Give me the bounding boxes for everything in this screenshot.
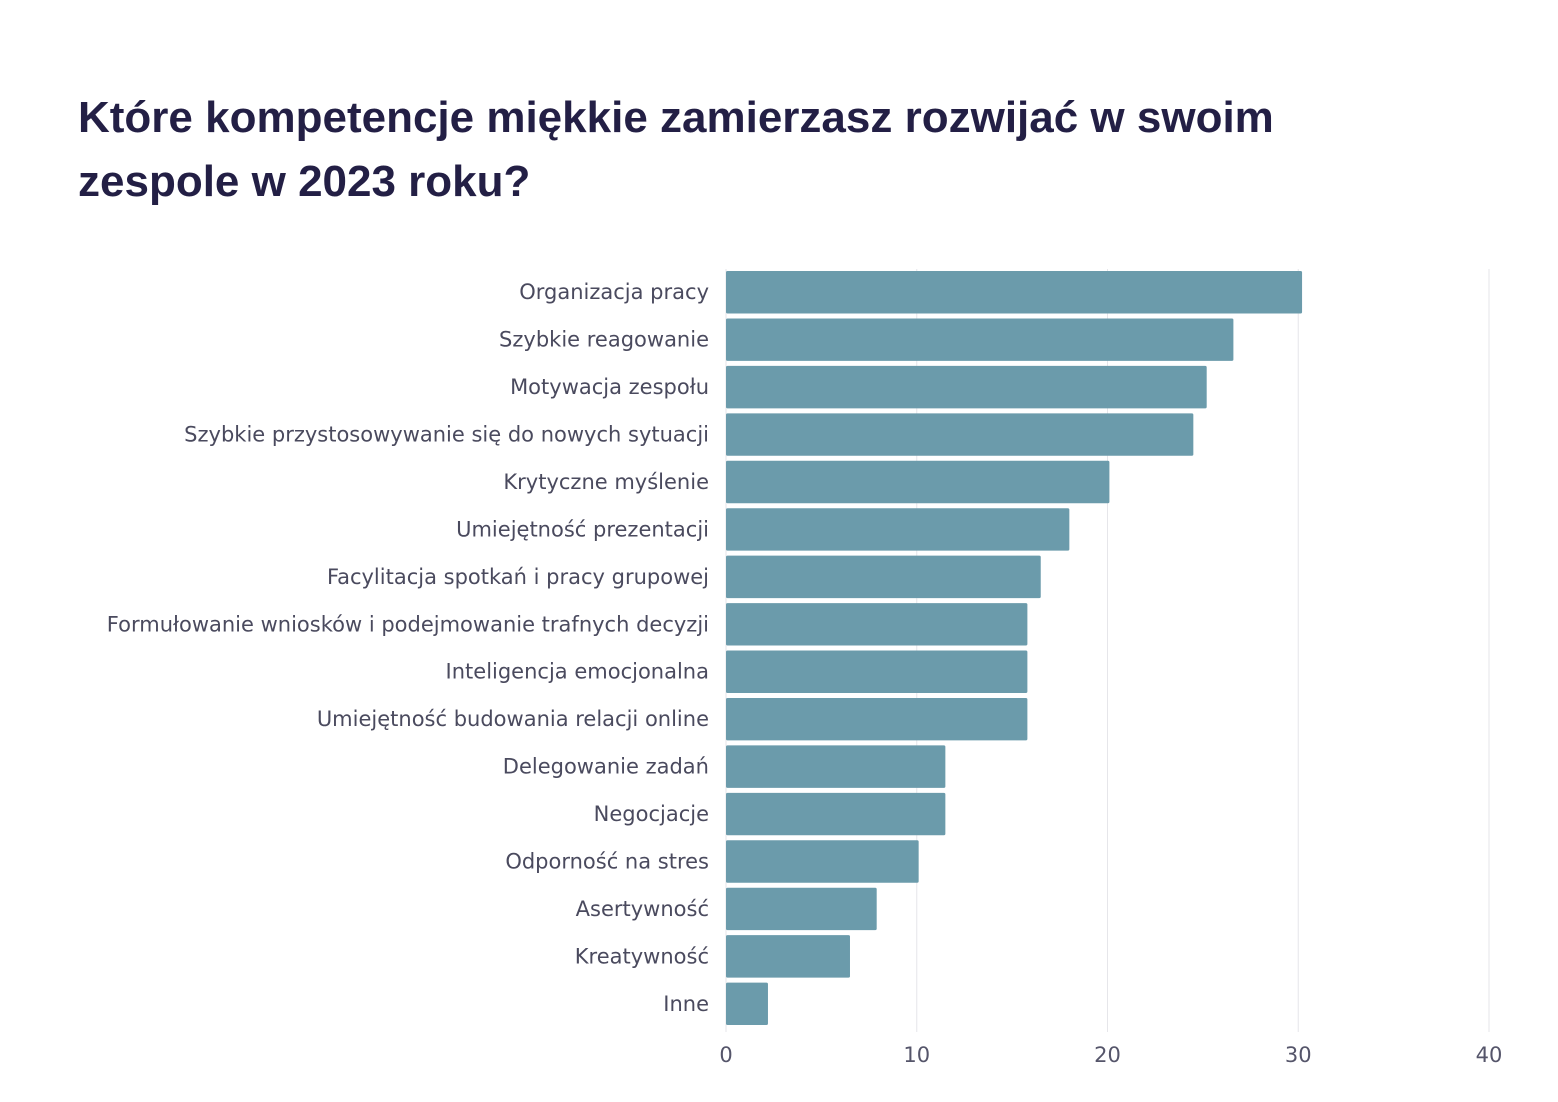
bar [726,935,850,978]
x-tick-label: 20 [1094,1043,1121,1067]
bar [726,982,768,1025]
category-label: Inteligencja emocjonalna [446,660,709,684]
category-label: Krytyczne myślenie [503,470,709,494]
x-tick-label: 10 [903,1043,930,1067]
bar [726,460,1110,504]
category-label: Umiejętność prezentacji [456,517,709,541]
category-label: Formułowanie wniosków i podejmowanie tra… [107,612,709,636]
category-label: Delegowanie zadań [503,755,709,779]
category-label: Kreatywność [575,944,709,968]
x-tick-label: 30 [1285,1043,1312,1067]
x-tick-label: 0 [719,1043,732,1067]
category-label: Motywacja zespołu [510,375,709,399]
bar [726,697,1028,741]
bar [726,745,946,788]
category-label: Inne [663,992,709,1016]
bar [726,271,1303,314]
category-label: Umiejętność budowania relacji online [317,707,709,731]
bar [726,603,1028,646]
bar [726,555,1041,599]
bar [726,887,877,931]
category-label: Negocjacje [594,802,709,826]
bar [726,650,1028,693]
category-label: Szybkie reagowanie [499,328,709,352]
bar [726,840,919,883]
category-labels: Organizacja pracy Szybkie reagowanie Motyw… [107,280,709,1016]
bar [726,318,1234,361]
category-label: Asertywność [576,897,709,921]
chart-title: Które kompetencje miękkie zamierzasz roz… [78,93,1274,206]
category-label: Szybkie przystosowywanie się do nowych s… [184,423,709,447]
bar [726,508,1070,551]
x-tick-label: 40 [1476,1043,1503,1067]
bars [726,271,1303,1025]
category-label: Odporność na stres [505,849,709,873]
x-axis-ticks: 0 10 20 30 40 [719,1043,1502,1067]
bar [726,365,1207,409]
bar [726,792,946,836]
category-label: Facylitacja spotkań i pracy grupowej [327,565,709,589]
bar [726,413,1194,456]
category-label: Organizacja pracy [519,280,709,304]
